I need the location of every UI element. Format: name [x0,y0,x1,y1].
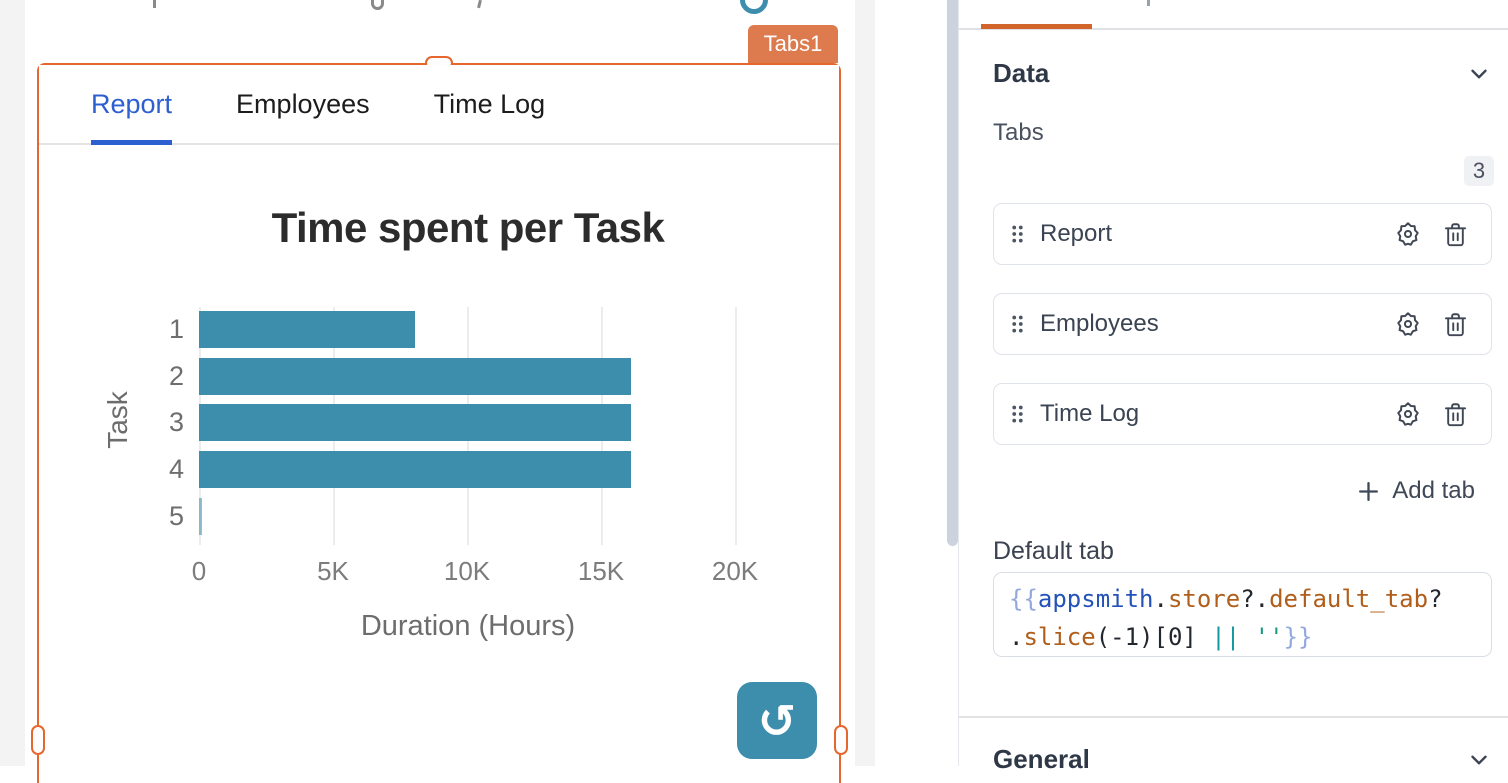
tab-delete-button[interactable] [1442,220,1469,248]
clipped-text-fragment [477,0,482,9]
pane-tab-strip[interactable] [959,0,1508,30]
plus-icon [1359,481,1379,501]
clipped-text-fragment [153,0,156,8]
chart-bar [199,311,415,348]
tab-settings-button[interactable] [1394,220,1422,248]
canvas-left-gutter [0,0,25,766]
widget-name-label: Tabs1 [763,31,823,56]
canvas-scrollbar[interactable] [947,0,958,546]
section-divider [959,716,1508,718]
clipped-pane-tab-fragment [1147,0,1150,6]
x-axis-title: Duration (Hours) [360,610,576,642]
tab-item-label: Employees [1040,310,1159,337]
tab-delete-button[interactable] [1442,310,1469,338]
widget-name-badge[interactable]: Tabs1 [748,25,838,63]
y-category-label: 4 [168,454,184,485]
y-category-label: 2 [168,360,184,391]
trash-icon [1444,402,1467,426]
clipped-refresh-icon [740,0,768,14]
tab-delete-button[interactable] [1442,400,1469,428]
general-section-title: General [993,744,1090,774]
tab-list-item-employees[interactable]: Employees [993,293,1492,355]
chevron-down-icon[interactable] [1466,747,1492,773]
tab-employees[interactable]: Employees [236,88,370,119]
drag-handle-icon[interactable] [1010,313,1025,335]
y-category-label: 5 [168,500,184,531]
tab-report[interactable]: Report [91,65,173,145]
x-tick-label: 15K [577,556,625,586]
tab-item-label: Time Log [1040,400,1140,427]
tab-time-log[interactable]: Time Log [433,88,546,119]
y-axis-title: Task [102,391,133,449]
trash-icon [1444,312,1467,336]
refresh-ccw-icon: ↺ [757,693,797,748]
drag-handle-icon[interactable] [1010,403,1025,425]
add-tab-label: Add tab [1392,477,1475,504]
y-category-label: 3 [168,407,184,438]
canvas-right-gutter [855,0,875,766]
chart-title: Time spent per Task [271,204,665,251]
gear-icon [1397,312,1419,336]
x-tick-label: 5K [317,556,349,586]
gear-icon [1397,402,1419,426]
default-tab-label: Default tab [993,537,1114,565]
chart-bar [199,497,202,535]
add-tab-button[interactable]: Add tab [1356,477,1475,505]
tab-settings-button[interactable] [1394,400,1422,428]
general-section-header[interactable]: General [993,744,1492,775]
code-line: .slice(-1)[0] || ''}} [1009,623,1313,651]
chart-bar [199,404,632,442]
pane-active-tab-underline [981,24,1092,29]
tab-settings-button[interactable] [1394,310,1422,338]
chart-bar [199,357,632,395]
x-tick-label: 10K [443,556,491,586]
tabs-count-badge: 3 [1464,156,1494,186]
chevron-down-icon[interactable] [1466,61,1492,87]
chart-refresh-button[interactable]: ↺ [737,682,817,759]
gear-icon [1397,222,1419,246]
default-tab-code-input[interactable]: {{appsmith.store?.default_tab? .slice(-1)… [993,572,1492,657]
tabs-list: Report Employees [993,203,1492,473]
chart-widget[interactable]: Time spent per Task 0 5K 10K 15K 20K 1 2 3 4 5 Dura… [90,190,846,670]
data-section-title: Data [993,58,1050,88]
chart-bar [199,451,632,489]
x-tick-label: 20K [711,556,759,586]
clipped-text-fragment [371,0,384,10]
data-section-header[interactable]: Data [993,58,1492,89]
property-pane: Data Tabs 3 Report [958,0,1508,774]
y-category-label: 1 [168,314,184,344]
drag-handle-icon[interactable] [1010,223,1025,245]
tab-list-item-time-log[interactable]: Time Log [993,383,1492,445]
tabs-field-label: Tabs [993,119,1044,146]
trash-icon [1444,222,1467,246]
resize-handle-left[interactable] [31,725,45,755]
code-line: {{appsmith.store?.default_tab? [1009,585,1443,613]
chart-gridline [735,307,737,545]
resize-handle-right[interactable] [834,725,848,755]
tab-item-label: Report [1040,220,1113,247]
x-tick-label: 0 [191,556,207,586]
tab-list-item-report[interactable]: Report [993,203,1492,265]
tab-bar: Report Employees Time Log [39,65,839,145]
